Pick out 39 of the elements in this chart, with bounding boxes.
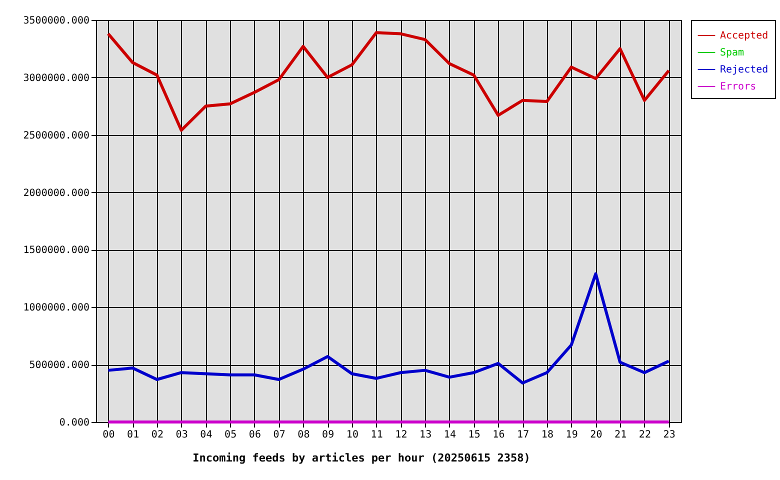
y-tick-label: 1500000.000 bbox=[23, 245, 90, 256]
x-tick-label: 06 bbox=[248, 430, 261, 440]
y-tick-label: 3500000.000 bbox=[23, 16, 90, 26]
legend-label: Spam bbox=[720, 48, 744, 58]
x-tick-label: 12 bbox=[395, 430, 408, 440]
x-axis-title: Incoming feeds by articles per hour (20250615 2358) bbox=[192, 452, 530, 464]
x-tick-label: 13 bbox=[420, 430, 432, 440]
x-tick-label: 19 bbox=[566, 430, 578, 440]
x-tick-label: 01 bbox=[127, 430, 140, 440]
y-tick-label: 1000000.000 bbox=[23, 302, 90, 314]
x-tick-label: 10 bbox=[346, 430, 358, 440]
x-tick-label: 22 bbox=[638, 430, 651, 440]
x-tick-label: 05 bbox=[224, 430, 237, 440]
x-tick-label: 07 bbox=[273, 430, 286, 440]
y-tick-label: 2500000.000 bbox=[23, 130, 90, 142]
x-tick-label: 02 bbox=[151, 430, 164, 440]
legend-label: Errors bbox=[720, 82, 756, 92]
x-tick-label: 18 bbox=[541, 430, 554, 440]
line-series bbox=[106, 31, 670, 132]
x-tick-label: 15 bbox=[468, 430, 480, 440]
x-tick-label: 04 bbox=[200, 430, 212, 440]
x-tick-label: 14 bbox=[444, 430, 456, 440]
legend-label: Rejected bbox=[720, 64, 768, 76]
x-tick-label: 17 bbox=[517, 430, 530, 440]
line-series bbox=[106, 272, 670, 384]
x-tick-label: 20 bbox=[590, 430, 602, 440]
x-tick-label: 21 bbox=[614, 430, 627, 440]
y-tick-label: 3000000.000 bbox=[23, 72, 90, 84]
y-tick-label: 0.000 bbox=[59, 418, 90, 428]
x-tick-label: 23 bbox=[663, 430, 676, 440]
y-tick-label: 500000.000 bbox=[29, 360, 90, 372]
legend-label: Accepted bbox=[720, 30, 768, 42]
x-tick-label: 11 bbox=[370, 430, 383, 440]
x-tick-label: 16 bbox=[492, 430, 505, 440]
x-tick-label: 09 bbox=[322, 430, 334, 440]
x-tick-label: 00 bbox=[102, 430, 115, 440]
x-tick-label: 03 bbox=[176, 430, 188, 440]
x-tick-label: 08 bbox=[298, 430, 310, 440]
y-tick-label: 2000000.000 bbox=[23, 188, 90, 199]
